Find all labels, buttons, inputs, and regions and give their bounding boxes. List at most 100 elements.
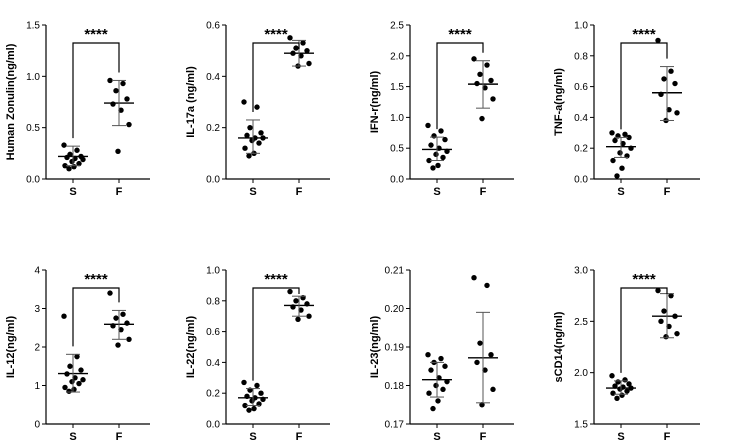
data-point: [666, 323, 672, 330]
data-point: [490, 386, 496, 393]
y-axis-label: IL-17a (ng/ml): [185, 66, 197, 138]
x-tick-label: S: [433, 431, 440, 443]
data-point: [484, 62, 490, 68]
data-point: [471, 275, 477, 281]
data-point: [674, 330, 680, 337]
data-point: [287, 288, 293, 295]
data-point: [442, 136, 448, 143]
significance-bracket: [252, 287, 300, 381]
significance-bracket: [72, 42, 120, 139]
data-point: [61, 142, 67, 148]
x-tick-label: F: [664, 431, 671, 443]
data-point: [254, 382, 260, 389]
data-point: [76, 160, 82, 167]
data-point: [120, 80, 126, 87]
data-point: [477, 340, 483, 346]
data-point: [120, 311, 126, 317]
y-tick-label: 1.0: [390, 113, 404, 124]
data-point: [668, 68, 674, 74]
data-point: [477, 71, 483, 77]
data-point: [426, 390, 432, 396]
data-point: [249, 398, 255, 404]
data-point: [479, 402, 485, 408]
y-tick-label: 0.2: [574, 144, 588, 155]
y-tick-label: 1.5: [574, 420, 588, 431]
y-axis-label: sCD14(ng/ml): [553, 311, 565, 382]
significance-bracket: [436, 42, 484, 130]
significance-label: ****: [264, 271, 288, 288]
data-point: [426, 157, 432, 164]
data-point: [113, 88, 119, 94]
data-point: [246, 407, 252, 413]
data-point: [471, 56, 477, 62]
data-point: [479, 115, 485, 122]
data-point: [300, 40, 306, 46]
data-point: [435, 162, 441, 169]
y-tick-label: 0.0: [574, 175, 588, 186]
x-tick-label: S: [249, 431, 256, 443]
data-point: [663, 334, 669, 340]
data-point: [244, 132, 250, 139]
data-point: [622, 131, 628, 138]
data-point: [242, 402, 248, 409]
data-point: [64, 154, 70, 161]
data-point: [482, 367, 488, 373]
data-point: [488, 77, 494, 84]
data-point: [76, 380, 82, 387]
data-point: [617, 386, 623, 392]
y-tick-label: 3: [34, 304, 40, 315]
data-point: [655, 37, 661, 44]
data-point: [624, 388, 630, 394]
y-axis-label: Human Zonulin(ng/ml): [5, 43, 17, 160]
data-point: [80, 377, 86, 383]
data-point: [246, 153, 252, 159]
x-tick-label: S: [249, 186, 256, 198]
data-point: [490, 96, 496, 102]
data-point: [107, 290, 113, 296]
data-point: [609, 373, 615, 379]
y-tick-label: 0.20: [385, 304, 405, 315]
data-point: [433, 151, 439, 158]
data-point: [62, 384, 68, 391]
data-point: [110, 101, 116, 107]
y-tick-label: 0.8: [574, 51, 588, 62]
y-tick-label: 0.5: [390, 144, 404, 155]
y-tick-label: 0.6: [574, 82, 588, 93]
data-point: [66, 166, 72, 172]
y-tick-label: 0.17: [385, 420, 405, 431]
data-point: [672, 80, 678, 87]
significance-label: ****: [632, 26, 656, 43]
panel-8: 1.5 2.0 2.5 3.0 sCD14(ng/ml) S F ****: [553, 266, 700, 443]
y-tick-label: 2.5: [390, 21, 404, 32]
data-point: [124, 320, 130, 326]
data-point: [614, 395, 620, 402]
data-point: [626, 381, 632, 387]
data-point: [241, 99, 247, 105]
significance-label: ****: [84, 271, 108, 288]
panel-6: 0.0 0.2 0.4 0.6 0.8 1.0 IL-22(ng/ml) S F ****: [185, 266, 330, 443]
data-point: [612, 137, 618, 144]
x-tick-label: S: [433, 186, 440, 198]
data-point: [118, 326, 124, 333]
data-point: [293, 45, 299, 51]
significance-bracket: [620, 42, 668, 130]
data-point: [258, 130, 264, 136]
y-axis-label: TNF-a(ng/ml): [553, 68, 565, 136]
significance-bracket: [620, 287, 668, 373]
y-axis-label: IL-12(ng/ml): [5, 316, 17, 379]
data-point: [428, 367, 434, 373]
data-point: [435, 398, 441, 404]
y-axis-label: IL-22(ng/ml): [185, 316, 197, 379]
data-point: [298, 53, 304, 59]
data-point: [287, 35, 293, 41]
data-point: [610, 157, 616, 164]
y-tick-label: 2: [34, 343, 40, 354]
data-point: [115, 148, 121, 154]
y-tick-label: 0.4: [206, 72, 220, 83]
data-point: [474, 359, 480, 366]
data-point: [242, 145, 248, 151]
y-tick-label: 1.0: [26, 72, 40, 83]
data-point: [622, 377, 628, 383]
data-point: [484, 282, 490, 289]
